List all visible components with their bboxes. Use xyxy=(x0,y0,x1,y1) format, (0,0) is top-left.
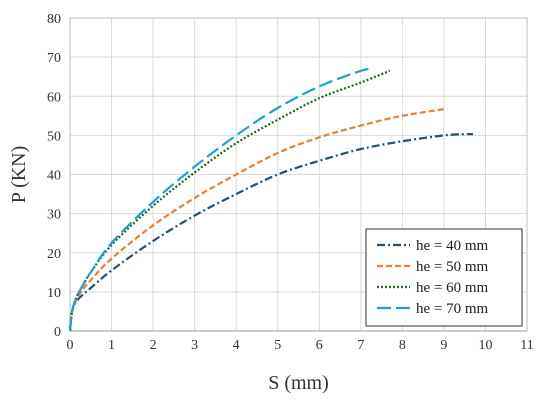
legend-label-4: he = 70 mm xyxy=(416,301,489,317)
legend: he = 40 mm he = 50 mm he = 60 mm he = 70 mm xyxy=(365,228,523,327)
x-tick-label: 10 xyxy=(478,338,492,353)
x-tick-label: 4 xyxy=(233,338,240,353)
x-axis-title: S (mm) xyxy=(268,372,329,394)
y-tick-label: 0 xyxy=(54,325,61,340)
legend-label-1: he = 40 mm xyxy=(416,238,489,254)
x-tick-label: 0 xyxy=(67,338,74,353)
series-line-1 xyxy=(68,133,474,332)
legend-label-2: he = 50 mm xyxy=(416,259,489,275)
x-tick-label: 8 xyxy=(399,338,406,353)
x-tick-labels: 0 1 2 3 4 5 6 7 8 9 10 11 xyxy=(67,338,534,353)
y-axis-title: P (KN) xyxy=(8,146,30,204)
y-tick-label: 20 xyxy=(47,247,61,262)
y-tick-label: 10 xyxy=(47,286,61,301)
series-line-4 xyxy=(68,67,374,332)
x-tick-label: 9 xyxy=(440,338,447,353)
x-tick-label: 5 xyxy=(274,338,281,353)
legend-label-3: he = 60 mm xyxy=(416,280,489,296)
grid xyxy=(70,18,527,331)
y-tick-labels: 0 10 20 30 40 50 60 70 80 xyxy=(47,12,61,340)
y-tick-label: 50 xyxy=(47,129,61,144)
y-tick-label: 80 xyxy=(47,12,61,27)
series-line-3 xyxy=(68,69,391,332)
x-tick-label: 11 xyxy=(520,338,533,353)
y-tick-label: 40 xyxy=(47,169,61,184)
series-layer xyxy=(68,67,474,332)
series-line-2 xyxy=(68,108,445,332)
x-tick-label: 1 xyxy=(108,338,115,353)
x-tick-label: 2 xyxy=(150,338,157,353)
x-tick-label: 3 xyxy=(191,338,198,353)
legend-box xyxy=(365,228,523,327)
x-tick-label: 6 xyxy=(316,338,323,353)
x-tick-label: 7 xyxy=(357,338,364,353)
y-tick-label: 70 xyxy=(47,51,61,66)
y-tick-label: 30 xyxy=(47,208,61,223)
y-tick-label: 60 xyxy=(47,90,61,105)
